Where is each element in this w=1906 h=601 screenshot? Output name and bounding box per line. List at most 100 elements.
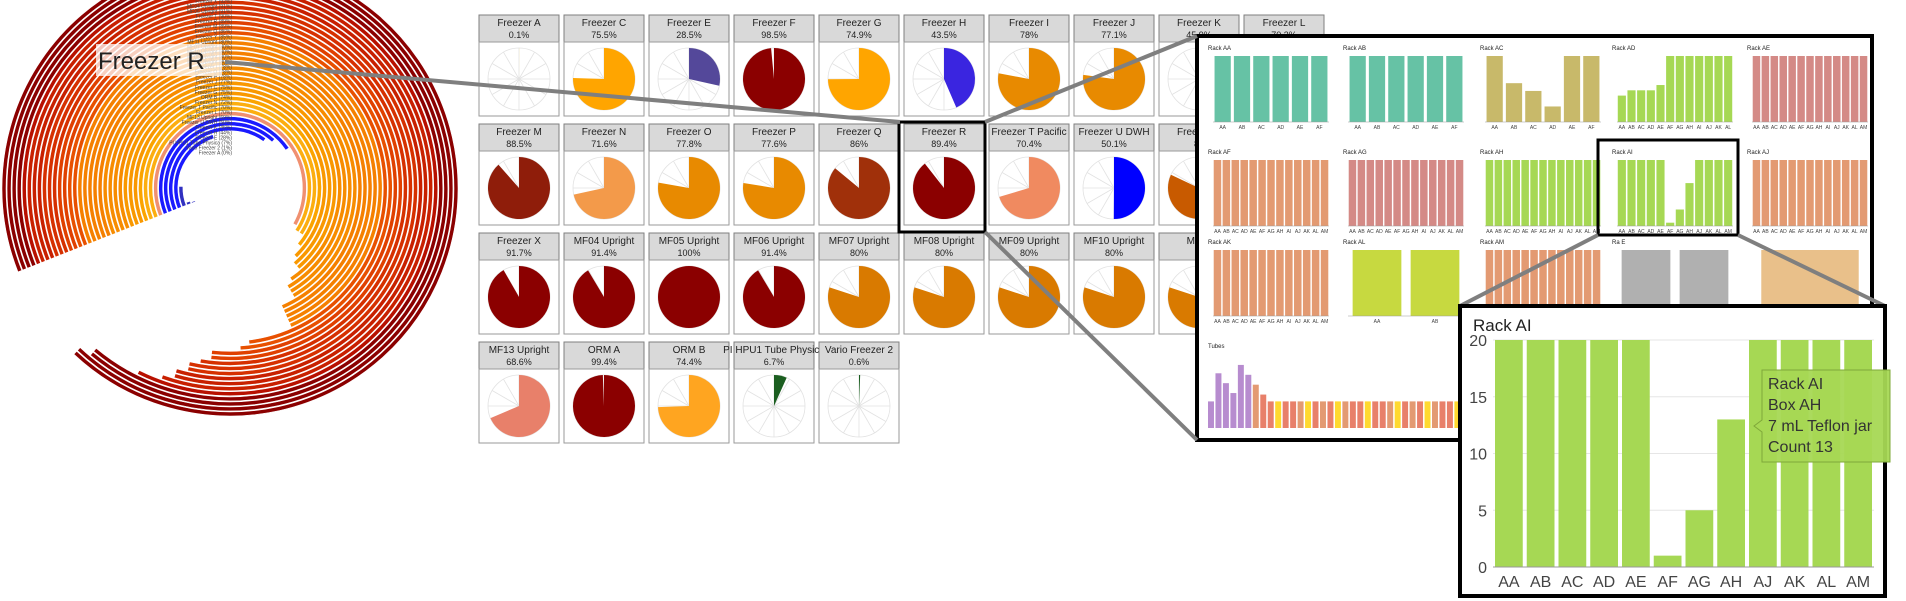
rack-bar[interactable] [1294,250,1302,316]
rack-bar[interactable] [1446,56,1463,122]
rack-bar[interactable] [1494,160,1503,226]
rack-bar[interactable] [1253,56,1270,122]
rack-bar[interactable] [1850,160,1859,226]
rack-bar[interactable] [1592,250,1601,316]
rack-bar[interactable] [1505,83,1523,122]
zoom-bar[interactable] [1526,340,1555,567]
rack-bar[interactable] [1714,56,1723,122]
rack-bar[interactable] [1388,56,1405,122]
rack-bar[interactable] [1574,250,1583,316]
rack-bar[interactable] [1797,160,1805,226]
rack-bar[interactable] [1302,160,1311,226]
rack-bar[interactable] [1779,56,1787,122]
freezer-tile[interactable]: Freezer J77.1% [1073,14,1155,117]
radial-ring[interactable] [21,0,439,397]
radial-ring[interactable] [37,0,423,381]
rack-bar[interactable] [1521,250,1529,316]
rack-bar[interactable] [1525,90,1542,122]
radial-ring[interactable] [107,65,353,294]
rack-bar[interactable] [1797,56,1805,122]
radial-ring[interactable] [138,96,322,247]
rack-bar[interactable] [1583,56,1600,122]
radial-ring[interactable] [128,86,332,266]
rack-bar[interactable] [1366,160,1375,226]
rack-bar[interactable] [1675,56,1684,122]
rack-bar[interactable] [1233,56,1251,122]
rack-bar[interactable] [1583,250,1592,316]
rack-bar[interactable] [1240,250,1248,316]
rack-chart[interactable]: Rack AA AA AB AC AD AE AF [1208,46,1329,131]
rack-bar[interactable] [1375,160,1383,226]
rack-bar[interactable] [1656,160,1665,226]
rack-bar[interactable] [1291,56,1309,122]
rack-chart[interactable]: Rack AD AA AB AC AD AE AF AG AH AI AJ AK AL [1612,46,1733,131]
rack-bar[interactable] [1557,160,1565,226]
rack-bar[interactable] [1752,160,1761,226]
rack-bar[interactable] [1437,160,1446,226]
rack-bar[interactable] [1429,160,1437,226]
rack-bar[interactable] [1841,56,1850,122]
rack-bar[interactable] [1714,160,1723,226]
rack-chart[interactable]: Rack AL AA AB [1343,240,1464,325]
rack-bar[interactable] [1824,56,1832,122]
rack-bar[interactable] [1320,250,1329,316]
rack-chart[interactable]: Rack AK AA AB AC AD AE AF AG AH AI AJ AK AL AM [1208,240,1329,325]
radial-ring[interactable] [16,0,444,402]
rack-bar[interactable] [1548,160,1556,226]
rack-bar[interactable] [1357,160,1366,226]
rack-bar[interactable] [1512,160,1520,226]
freezer-tile[interactable]: Freezer O77.8% [648,123,730,226]
rack-bar[interactable] [1352,250,1402,316]
rack-bar[interactable] [1485,160,1494,226]
radial-ring[interactable] [178,186,187,208]
rack-bar[interactable] [1666,56,1675,122]
rack-bar[interactable] [1530,160,1538,226]
rack-bar[interactable] [1646,90,1655,122]
rack-bar[interactable] [1779,160,1787,226]
rack-bar[interactable] [1512,250,1520,316]
radial-ring[interactable] [62,20,398,356]
rack-bar[interactable] [1348,160,1357,226]
zoom-bar[interactable] [1590,340,1618,567]
rack-bar[interactable] [1521,160,1529,226]
radial-ring[interactable] [47,5,413,371]
rack-bar[interactable] [1249,250,1257,316]
rack-bar[interactable] [1685,56,1694,122]
rack-bar[interactable] [1833,160,1841,226]
freezer-tile[interactable]: Freezer F98.5% [733,14,815,117]
rack-bar[interactable] [1446,160,1455,226]
rack-bar[interactable] [1637,90,1646,122]
rack-bar[interactable] [1566,160,1574,226]
rack-bar[interactable] [1637,160,1646,226]
rack-bar[interactable] [1402,160,1410,226]
radial-ring[interactable] [57,15,403,361]
rack-bar[interactable] [1695,160,1704,226]
rack-bar[interactable] [1407,56,1424,122]
rack-bar[interactable] [1349,56,1366,122]
rack-bar[interactable] [1249,160,1257,226]
rack-bar[interactable] [1627,90,1636,122]
rack-chart[interactable]: Rack AE AA AB AC AD AE AF AG AH AI AJ AK AL AM [1747,46,1868,131]
rack-bar[interactable] [1494,250,1503,316]
rack-bar[interactable] [1557,250,1565,316]
freezer-tile[interactable]: Freezer N71.6% [563,123,645,226]
freezer-tile[interactable]: ORM A99.4% [563,341,645,444]
rack-chart[interactable]: Rack AF AA AB AC AD AE AF AG AH AI AJ AK AL AM [1208,150,1329,235]
rack-bar[interactable] [1258,250,1266,316]
radial-ring[interactable] [122,81,338,270]
rack-bar[interactable] [1240,160,1248,226]
rack-bar[interactable] [1833,56,1841,122]
rack-bar[interactable] [1806,160,1814,226]
rack-bar[interactable] [1426,56,1444,122]
rack-bar[interactable] [1486,56,1503,122]
rack-bar[interactable] [1213,160,1222,226]
rack-bar[interactable] [1770,56,1779,122]
